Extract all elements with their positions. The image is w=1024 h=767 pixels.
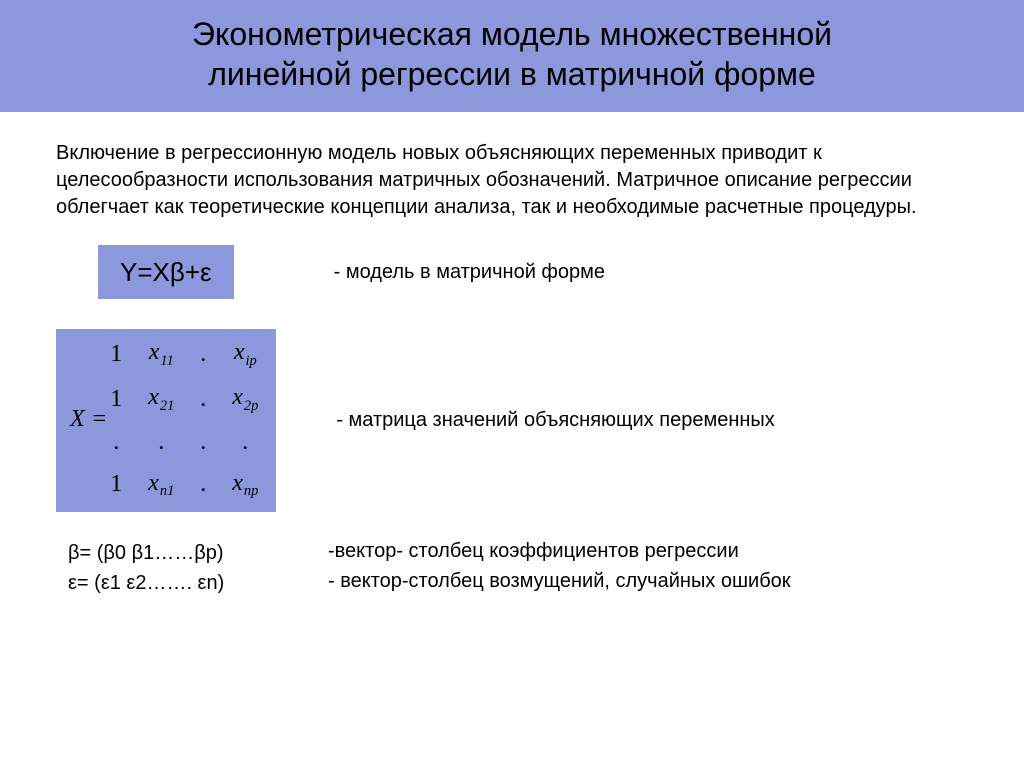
matrix-cell: . (200, 429, 206, 456)
matrix-cell: x2p (232, 384, 258, 415)
epsilon-description: - вектор-столбец возмущений, случайных о… (328, 566, 791, 596)
matrix-grid: 1 x11. xip 1 x21. x2p.... 1 xn1. xnp (110, 339, 258, 500)
matrix-row: X = 1 x11. xip 1 x21. x2p.... 1 xn1. xnp - матри… (56, 329, 968, 512)
matrix-cell: 1 (110, 471, 122, 498)
matrix-cell: xnp (232, 470, 258, 501)
beta-vector: β= (β0 β1……βp) (68, 538, 328, 568)
matrix-cell: . (113, 429, 119, 456)
model-formula-box: Y=Xβ+ε (98, 245, 234, 299)
matrix-cell: xip (234, 339, 257, 370)
matrix-equals: = (93, 406, 107, 433)
beta-description: -вектор- столбец коэффициентов регрессии (328, 536, 791, 566)
slide-title: Эконометрическая модель множественной ли… (40, 14, 984, 94)
title-line-1: Эконометрическая модель множественной (192, 16, 832, 52)
vectors-left: β= (β0 β1……βp) ε= (ε1 ε2……. εn) (68, 536, 328, 598)
vectors-block: β= (β0 β1……βp) ε= (ε1 ε2……. εn) -вектор-… (68, 536, 968, 598)
slide: Эконометрическая модель множественной ли… (0, 0, 1024, 767)
matrix-cell: xn1 (148, 470, 174, 501)
model-row: Y=Xβ+ε - модель в матричной форме (56, 245, 968, 299)
title-block: Эконометрическая модель множественной ли… (0, 0, 1024, 112)
matrix-cell: 1 (110, 341, 122, 368)
matrix-box: X = 1 x11. xip 1 x21. x2p.... 1 xn1. xnp (56, 329, 276, 512)
vectors-right: -вектор- столбец коэффициентов регрессии… (328, 536, 791, 596)
matrix-cell: x11 (149, 339, 174, 370)
epsilon-vector: ε= (ε1 ε2……. εn) (68, 568, 328, 598)
matrix-cell: 1 (110, 386, 122, 413)
matrix-cell: . (242, 429, 248, 456)
model-formula: Y=Xβ+ε (120, 257, 212, 287)
matrix-description: - матрица значений объясняющих переменны… (336, 409, 774, 432)
matrix-lhs: X (70, 406, 85, 433)
intro-paragraph: Включение в регрессионную модель новых о… (56, 140, 968, 221)
model-description: - модель в матричной форме (334, 261, 605, 284)
matrix-cell: x21 (148, 384, 174, 415)
matrix-cell: . (158, 429, 164, 456)
matrix-cell: . (200, 386, 206, 413)
title-line-2: линейной регрессии в матричной форме (208, 56, 816, 92)
slide-body: Включение в регрессионную модель новых о… (0, 112, 1024, 598)
matrix-cell: . (200, 341, 206, 368)
matrix-cell: . (200, 471, 206, 498)
